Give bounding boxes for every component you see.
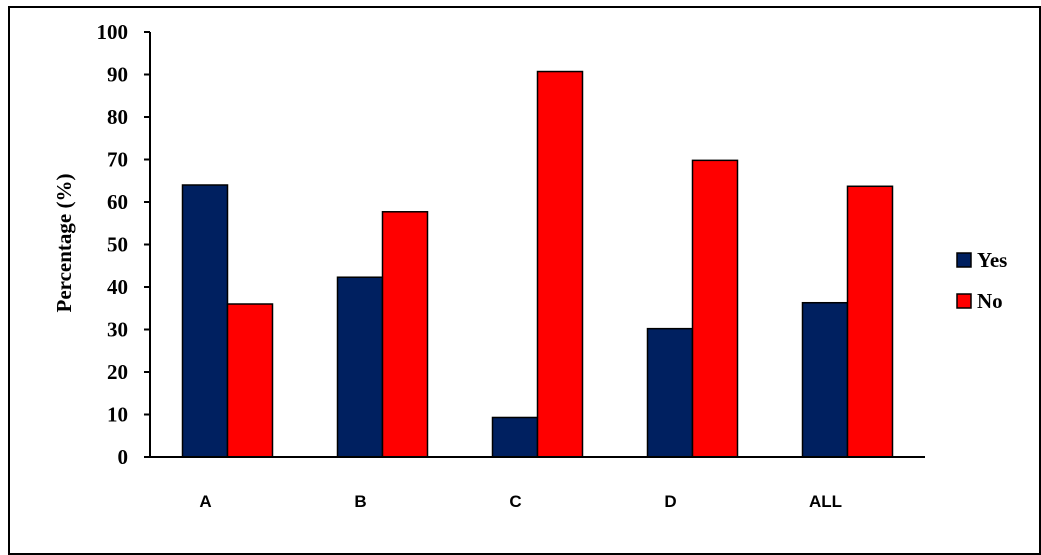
y-tick-label: 90 xyxy=(107,63,128,87)
x-category-label: D xyxy=(664,492,676,511)
bar-no-d xyxy=(691,159,739,458)
bars-layer xyxy=(181,70,894,458)
y-tick-label: 80 xyxy=(107,105,128,129)
legend-swatch xyxy=(956,252,972,268)
y-axis-title: Percentage (%) xyxy=(52,174,76,313)
x-category-label: C xyxy=(509,492,521,511)
bar-no-a xyxy=(226,303,274,458)
y-tick-label: 70 xyxy=(107,148,128,172)
y-tick-label: 60 xyxy=(107,190,128,214)
y-tick-label: 10 xyxy=(107,403,128,427)
legend-swatch xyxy=(956,293,972,309)
bar-yes-a xyxy=(181,184,229,458)
legend-label: Yes xyxy=(977,248,1007,272)
x-category-labels: A B C D ALL xyxy=(199,492,842,511)
x-category-label: A xyxy=(199,492,211,511)
x-category-label: B xyxy=(354,492,366,511)
y-tick-labels: 0 10 20 30 40 50 60 70 80 90 100 xyxy=(97,20,129,469)
bar-no-c xyxy=(536,70,584,458)
legend-label: No xyxy=(977,289,1003,313)
axes xyxy=(144,31,925,458)
bar-no-all xyxy=(846,185,894,458)
bar-yes-c xyxy=(491,416,539,458)
bar-no-b xyxy=(381,211,429,458)
y-tick-label: 50 xyxy=(107,233,128,257)
y-tick-label: 40 xyxy=(107,275,128,299)
y-tick-label: 0 xyxy=(118,445,129,469)
legend-item-no: No xyxy=(956,289,1003,313)
y-tick-label: 100 xyxy=(97,20,129,44)
bar-yes-all xyxy=(801,301,849,458)
y-tick-label: 30 xyxy=(107,318,128,342)
legend: Yes No xyxy=(956,248,1007,313)
y-tick-label: 20 xyxy=(107,360,128,384)
x-category-label: ALL xyxy=(809,492,842,511)
legend-item-yes: Yes xyxy=(956,248,1007,272)
bar-yes-d xyxy=(646,327,694,458)
bar-yes-b xyxy=(336,276,384,458)
